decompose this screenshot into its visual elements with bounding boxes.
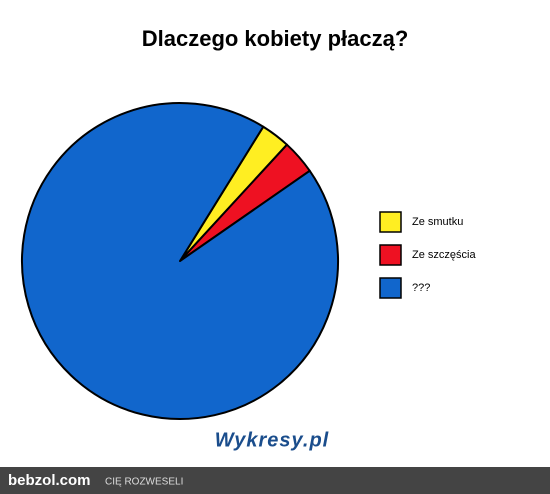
legend-swatch: [379, 211, 402, 233]
pie-slice: [21, 102, 339, 421]
footer-bar: [0, 467, 550, 494]
legend-label: Ze smutku: [412, 216, 463, 228]
legend-label: Ze szczęścia: [412, 249, 476, 261]
watermark: Wykresy.pl: [215, 429, 330, 451]
legend-label: ???: [412, 282, 430, 294]
footer-slogan: CIĘ ROZWESELI: [105, 477, 183, 488]
legend-swatch: [379, 277, 402, 299]
chart-title: Dlaczego kobiety płaczą?: [142, 26, 409, 51]
legend-swatch: [379, 244, 402, 266]
footer-site[interactable]: bebzol.com: [8, 472, 91, 489]
